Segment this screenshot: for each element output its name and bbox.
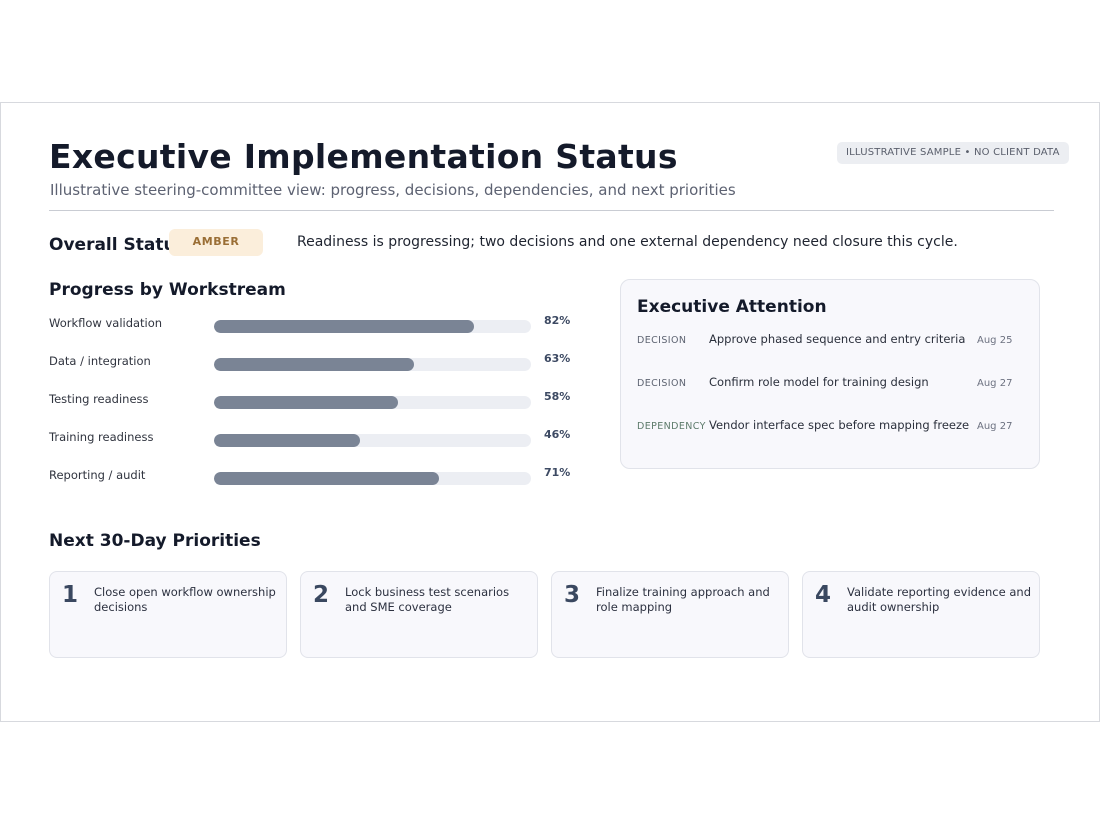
progress-percent: 82% [544,314,571,327]
status-slide: Executive Implementation Status Illustra… [0,102,1100,722]
attention-date: Aug 27 [977,421,1013,432]
progress-track [214,396,531,409]
progress-fill [214,472,440,485]
workstream-row: Reporting / audit 71% [49,466,589,506]
attention-type: DECISION [637,378,687,389]
attention-text: Vendor interface spec before mapping fre… [709,418,970,432]
sample-badge: ILLUSTRATIVE SAMPLE • NO CLIENT DATA [837,142,1069,164]
priority-text: Lock business test scenarios and SME cov… [345,585,510,614]
page-subtitle: Illustrative steering-committee view: pr… [50,181,736,199]
attention-item: DEPENDENCY Vendor interface spec before … [637,416,1029,459]
progress-percent: 58% [544,390,571,403]
attention-title: Executive Attention [637,297,827,317]
status-summary: Readiness is progressing; two decisions … [297,234,958,250]
attention-text: Approve phased sequence and entry criter… [709,332,966,346]
priority-number: 2 [313,582,330,608]
attention-text: Confirm role model for training design [709,375,929,389]
attention-date: Aug 27 [977,378,1013,389]
attention-item: DECISION Confirm role model for training… [637,373,1029,416]
workstream-label: Data / integration [49,354,151,368]
workstream-row: Data / integration 63% [49,352,589,392]
progress-percent: 46% [544,428,571,441]
attention-list: DECISION Approve phased sequence and ent… [637,330,1029,459]
header-divider [49,210,1054,211]
workstream-label: Workflow validation [49,316,163,330]
page-title: Executive Implementation Status [49,137,678,176]
status-badge: AMBER [169,229,263,256]
progress-fill [214,358,414,371]
overall-status-label: Overall Status [49,235,175,255]
progress-percent: 71% [544,466,571,479]
progress-section-title: Progress by Workstream [49,280,286,300]
progress-track [214,320,531,333]
workstream-progress-list: Workflow validation 82% Data / integrati… [49,314,589,506]
progress-track [214,358,531,371]
priorities-section-title: Next 30-Day Priorities [49,531,261,551]
progress-fill [214,396,398,409]
progress-track [214,472,531,485]
attention-type: DEPENDENCY [637,421,706,432]
progress-fill [214,434,360,447]
workstream-label: Training readiness [49,430,154,444]
progress-fill [214,320,474,333]
progress-track [214,434,531,447]
workstream-row: Workflow validation 82% [49,314,589,354]
progress-percent: 63% [544,352,571,365]
priority-card: 3 Finalize training approach and role ma… [551,571,789,658]
attention-type: DECISION [637,335,687,346]
priority-text: Finalize training approach and role mapp… [596,585,770,614]
workstream-row: Training readiness 46% [49,428,589,468]
workstream-row: Testing readiness 58% [49,390,589,430]
attention-date: Aug 25 [977,335,1013,346]
workstream-label: Reporting / audit [49,468,146,482]
workstream-label: Testing readiness [49,392,149,406]
priority-card: 4 Validate reporting evidence and audit … [802,571,1040,658]
priority-text: Validate reporting evidence and audit ow… [847,585,1031,614]
priority-card: 1 Close open workflow ownership decision… [49,571,287,658]
executive-attention-card: Executive Attention DECISION Approve pha… [620,279,1040,469]
attention-item: DECISION Approve phased sequence and ent… [637,330,1029,373]
priority-number: 4 [815,582,832,608]
priority-number: 3 [564,582,581,608]
priority-text: Close open workflow ownership decisions [94,585,276,614]
priority-card: 2 Lock business test scenarios and SME c… [300,571,538,658]
priority-number: 1 [62,582,79,608]
